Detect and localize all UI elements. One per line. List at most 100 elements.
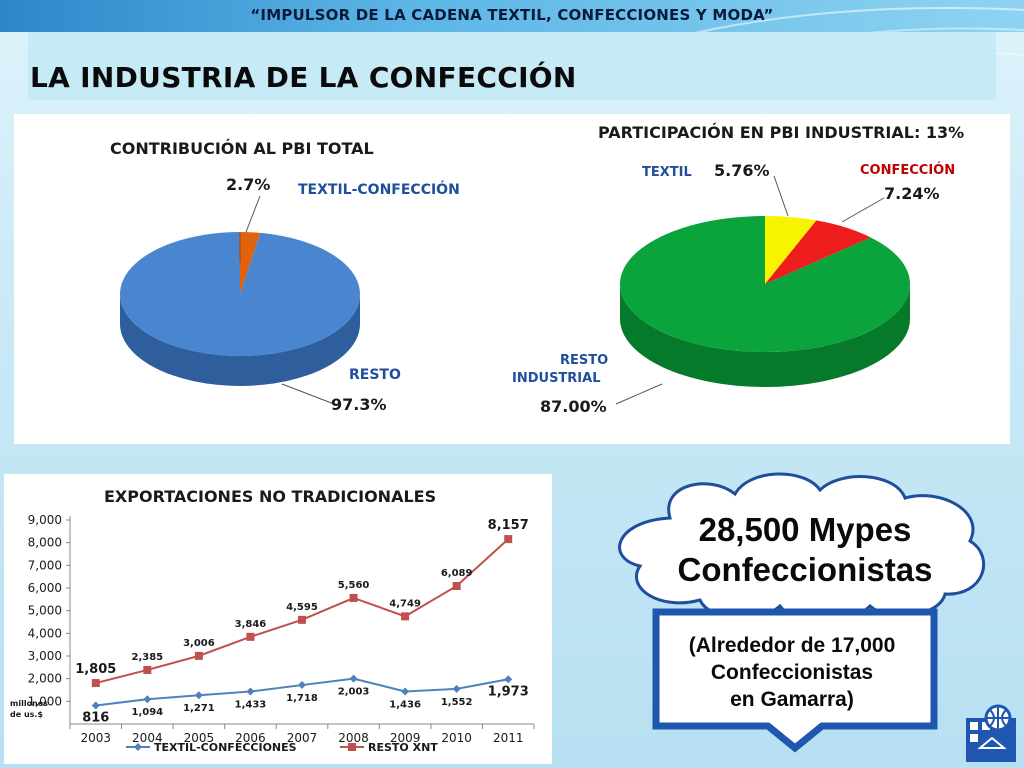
y-tick-label: 3,000 bbox=[28, 649, 62, 663]
globe-hanger-icon bbox=[966, 704, 1016, 762]
data-label-resto: 3,846 bbox=[235, 619, 267, 630]
legend-label-resto: RESTO XNT bbox=[368, 741, 438, 754]
point-resto bbox=[194, 651, 203, 660]
point-textil bbox=[349, 674, 358, 683]
line-chart-ylabel-1: millones bbox=[10, 699, 48, 708]
data-label-resto: 6,089 bbox=[441, 568, 473, 579]
point-resto bbox=[298, 615, 306, 624]
title-bar bbox=[28, 32, 996, 100]
x-tick-label: 2009 bbox=[390, 731, 421, 745]
point-textil bbox=[194, 691, 203, 700]
x-tick-label: 2007 bbox=[287, 731, 318, 745]
cloud-shape bbox=[618, 472, 986, 623]
data-label-resto: 4,749 bbox=[389, 598, 421, 609]
pie2-slice-resto-industrial bbox=[619, 216, 910, 353]
point-textil bbox=[246, 687, 255, 696]
y-tick-label: 1,000 bbox=[28, 694, 62, 708]
point-textil bbox=[452, 684, 461, 693]
data-label-resto: 3,006 bbox=[183, 638, 215, 649]
point-textil bbox=[91, 701, 100, 710]
pie2-label-textil: TEXTIL bbox=[642, 165, 692, 180]
point-textil bbox=[143, 695, 152, 704]
point-resto bbox=[452, 581, 461, 590]
point-textil bbox=[298, 681, 306, 690]
line-chart-ylabel-2: de us.$ bbox=[10, 710, 43, 719]
data-label-textil: 1,094 bbox=[132, 707, 164, 718]
y-tick-label: 8,000 bbox=[28, 536, 62, 550]
pie2-label-confeccion: CONFECCIÓN bbox=[860, 162, 955, 178]
data-label-resto: 4,595 bbox=[286, 602, 318, 613]
data-label-textil: 1,552 bbox=[441, 697, 473, 708]
pie-chart-pbi-total: CONTRIBUCIÓN AL PBI TOTAL 2.7% TEXTIL-CO… bbox=[110, 139, 460, 414]
data-label-resto: 8,157 bbox=[488, 518, 529, 533]
pie1-leader-resto bbox=[281, 383, 335, 405]
cloud-line-2: Confeccionistas bbox=[677, 551, 933, 588]
x-tick-label: 2010 bbox=[441, 731, 472, 745]
point-resto bbox=[143, 665, 152, 674]
callout-line-3: en Gamarra) bbox=[730, 688, 854, 711]
pie1-slice-textil-confeccion bbox=[240, 232, 261, 294]
x-tick-label: 2003 bbox=[81, 731, 112, 745]
data-label-textil: 1,973 bbox=[488, 684, 529, 699]
callout-line-1: (Alrededor de 17,000 bbox=[688, 634, 896, 657]
slide-subtitle: “IMPULSOR DE LA CADENA TEXTIL, CONFECCIO… bbox=[250, 6, 774, 24]
y-tick-label: 2,000 bbox=[28, 672, 62, 686]
pie1-title: CONTRIBUCIÓN AL PBI TOTAL bbox=[110, 139, 374, 158]
point-textil bbox=[401, 687, 410, 696]
pie-chart-pbi-industrial: PARTICIPACIÓN EN PBI INDUSTRIAL: 13% TEX… bbox=[512, 123, 964, 416]
slide-title: LA INDUSTRIA DE LA CONFECCIÓN bbox=[30, 61, 577, 94]
pie-chart-pbi-total-panel: CONTRIBUCIÓN AL PBI TOTAL 2.7% TEXTIL-CO… bbox=[14, 114, 512, 444]
legend-marker-resto bbox=[348, 743, 356, 751]
cloud-line-1: 28,500 Mypes bbox=[698, 511, 912, 548]
pie2-label-resto-1: RESTO bbox=[560, 353, 608, 368]
pie1-slice-resto bbox=[120, 232, 361, 356]
pie1-slice-resto-side bbox=[120, 294, 360, 386]
pie2-title: PARTICIPACIÓN EN PBI INDUSTRIAL: 13% bbox=[598, 123, 964, 142]
pie2-leader-confeccion bbox=[841, 197, 885, 223]
header-band bbox=[0, 0, 1024, 32]
data-label-textil: 2,003 bbox=[338, 687, 370, 698]
point-resto bbox=[91, 679, 100, 688]
callout-line-2: Confeccionistas bbox=[710, 661, 874, 684]
pie2-value-resto: 87.00% bbox=[540, 397, 607, 416]
point-resto bbox=[401, 612, 410, 621]
callout-shape bbox=[652, 608, 938, 753]
pie2-value-confeccion: 7.24% bbox=[884, 184, 940, 203]
data-label-textil: 1,433 bbox=[235, 700, 267, 711]
x-tick-label: 2011 bbox=[493, 731, 524, 745]
data-label-resto: 2,385 bbox=[132, 652, 164, 663]
y-tick-label: 9,000 bbox=[28, 513, 62, 527]
x-tick-label: 2005 bbox=[184, 731, 215, 745]
data-label-textil: 1,271 bbox=[183, 703, 215, 714]
line-chart-exportaciones: EXPORTACIONES NO TRADICIONALES 1,000 2,00… bbox=[10, 487, 535, 754]
cloud-text: 28,500 Mypes Confeccionistas bbox=[640, 510, 970, 590]
y-tick-label: 7,000 bbox=[28, 558, 62, 572]
pie2-label-resto-2: INDUSTRIAL bbox=[512, 371, 601, 386]
pie2-value-textil: 5.76% bbox=[714, 161, 770, 180]
legend-label-textil: TEXTIL-CONFECCIONES bbox=[154, 741, 297, 754]
point-resto bbox=[504, 535, 513, 544]
data-label-resto: 1,805 bbox=[75, 662, 116, 677]
point-textil bbox=[504, 675, 513, 684]
pie-chart-pbi-industrial-panel: PARTICIPACIÓN EN PBI INDUSTRIAL: 13% TEX… bbox=[512, 114, 1010, 444]
pie1-label-resto: RESTO bbox=[349, 367, 401, 383]
line-chart-title: EXPORTACIONES NO TRADICIONALES bbox=[104, 487, 436, 506]
pie2-leader-resto bbox=[615, 383, 663, 405]
pie1-leader-textil bbox=[245, 195, 261, 233]
point-resto bbox=[349, 593, 358, 602]
x-tick-label: 2006 bbox=[235, 731, 266, 745]
line-chart-panel: EXPORTACIONES NO TRADICIONALES 1,000 2,00… bbox=[4, 474, 552, 764]
data-label-textil: 1,718 bbox=[286, 693, 318, 704]
y-tick-label: 6,000 bbox=[28, 581, 62, 595]
y-tick-label: 4,000 bbox=[28, 626, 62, 640]
pie1-label-textil: TEXTIL-CONFECCIÓN bbox=[298, 180, 460, 198]
callout-text: (Alrededor de 17,000 Confeccionistas en … bbox=[664, 632, 920, 713]
x-tick-label: 2008 bbox=[338, 731, 369, 745]
data-label-resto: 5,560 bbox=[338, 580, 370, 591]
x-tick-label: 2004 bbox=[132, 731, 163, 745]
data-label-textil: 816 bbox=[82, 711, 109, 726]
point-resto bbox=[246, 632, 255, 641]
legend-marker-textil bbox=[134, 743, 142, 751]
pie2-leader-textil bbox=[773, 175, 789, 217]
pie1-value-textil: 2.7% bbox=[226, 175, 270, 194]
